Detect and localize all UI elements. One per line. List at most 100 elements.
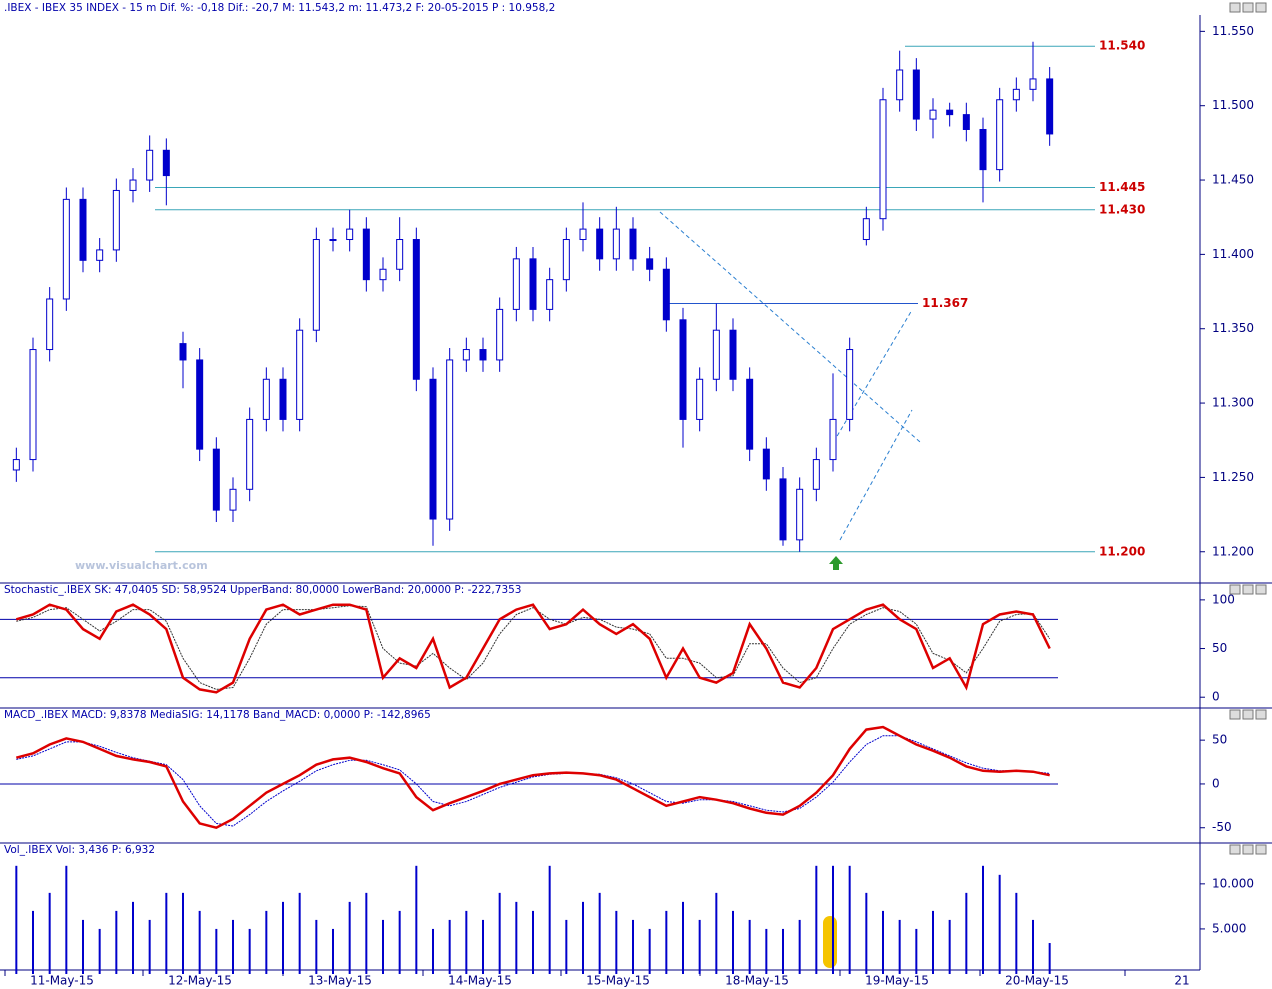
volume-bar [782,928,784,974]
trend-lines [659,211,921,541]
series-line [15,603,1051,694]
volume-bar [965,892,968,974]
candle-body [896,69,904,101]
volume-bar [815,865,818,974]
volume-bar [198,910,201,974]
candle-body [612,228,620,260]
candle-body [996,99,1004,171]
highlight [823,916,837,968]
volume-bar [232,919,234,974]
volume-bar [748,919,751,974]
volume-bar [898,919,901,974]
volume-bar [832,865,834,974]
volume-bar [32,910,34,974]
y-tick-label: 11.550 [1212,24,1254,38]
volume-bar [632,919,634,974]
x-tick-label: 11-May-15 [30,974,94,988]
candle-body [962,114,970,130]
volume-bar [682,901,684,974]
trend-line [659,211,921,443]
button[interactable] [1255,844,1267,855]
x-tick-label: 13-May-15 [308,974,372,988]
volume-bar [482,919,484,974]
candle-body [796,488,804,541]
candle-body [296,329,304,420]
volume-bar [582,901,584,974]
button[interactable] [1255,2,1267,13]
candle-body [12,459,20,471]
volume-bar [515,901,518,974]
button[interactable] [1255,709,1267,720]
button[interactable] [1229,844,1241,855]
volume-bar [148,919,151,974]
volume-bar [1032,919,1034,974]
volume-bar [48,892,51,974]
volume-bar [765,928,768,974]
level-label: 11.445 [1099,180,1145,194]
volume-bar [382,919,384,974]
candle-body [62,198,70,300]
button[interactable] [1242,709,1254,720]
candle-body [979,128,987,171]
volume-bar [915,928,918,974]
trend-line [829,309,913,449]
volume-bar [415,865,418,974]
candle-body [829,418,837,461]
volume-bar [282,901,284,974]
volume-bar [865,892,868,974]
volume-bar [732,910,734,974]
candle-body [946,109,954,116]
x-tick-label: 19-May-15 [865,974,929,988]
y-tick-label: 5.000 [1212,921,1246,935]
candle-body [596,228,604,260]
button[interactable] [1255,584,1267,595]
volume-bar [932,910,934,974]
candle-body [646,258,654,270]
button[interactable] [1229,709,1241,720]
candle-body [46,298,54,351]
volume-bar [615,910,618,974]
header-bar [0,0,1200,15]
button[interactable] [1242,584,1254,595]
y-tick-label: 11.250 [1212,470,1254,484]
volume-bar [848,865,851,974]
button[interactable] [1242,2,1254,13]
volume-bar [698,919,701,974]
buy-arrow [829,556,843,570]
panel-title: Stochastic_.IBEX SK: 47,0405 SD: 58,9524… [4,584,522,596]
volume-bar [98,928,101,974]
watermark: www.visualchart.com [75,559,208,572]
candle-body [579,228,587,241]
y-tick-label: 0 [1212,690,1220,704]
candle-body [512,258,520,310]
candle-body [812,459,820,490]
volume-bar [332,928,334,974]
volume-bar [648,928,651,974]
candle-body [279,378,287,420]
candle-body [162,149,170,177]
y-tick-label: 11.300 [1212,396,1254,410]
y-tick-label: 0 [1212,776,1220,790]
button[interactable] [1229,2,1241,13]
volume-bar [115,910,118,974]
panel-title: MACD_.IBEX MACD: 9,8378 MediaSIG: 14,117… [4,709,431,721]
candle-body [412,239,420,380]
y-tick-label: -50 [1212,820,1232,834]
button[interactable] [1229,584,1241,595]
x-tick-label: 15-May-15 [586,974,650,988]
volume-bar [182,892,184,974]
series-line [16,605,1051,690]
candle-body [729,329,737,380]
volume-bar [948,919,951,974]
candle-body [629,228,637,260]
candle-body [462,349,470,361]
candle-body [1046,78,1054,135]
volume-bar [715,892,718,974]
candle-body [396,239,404,270]
button[interactable] [1242,844,1254,855]
candle-body [112,189,120,251]
volume-bar [432,928,434,974]
candle-body [196,359,204,450]
